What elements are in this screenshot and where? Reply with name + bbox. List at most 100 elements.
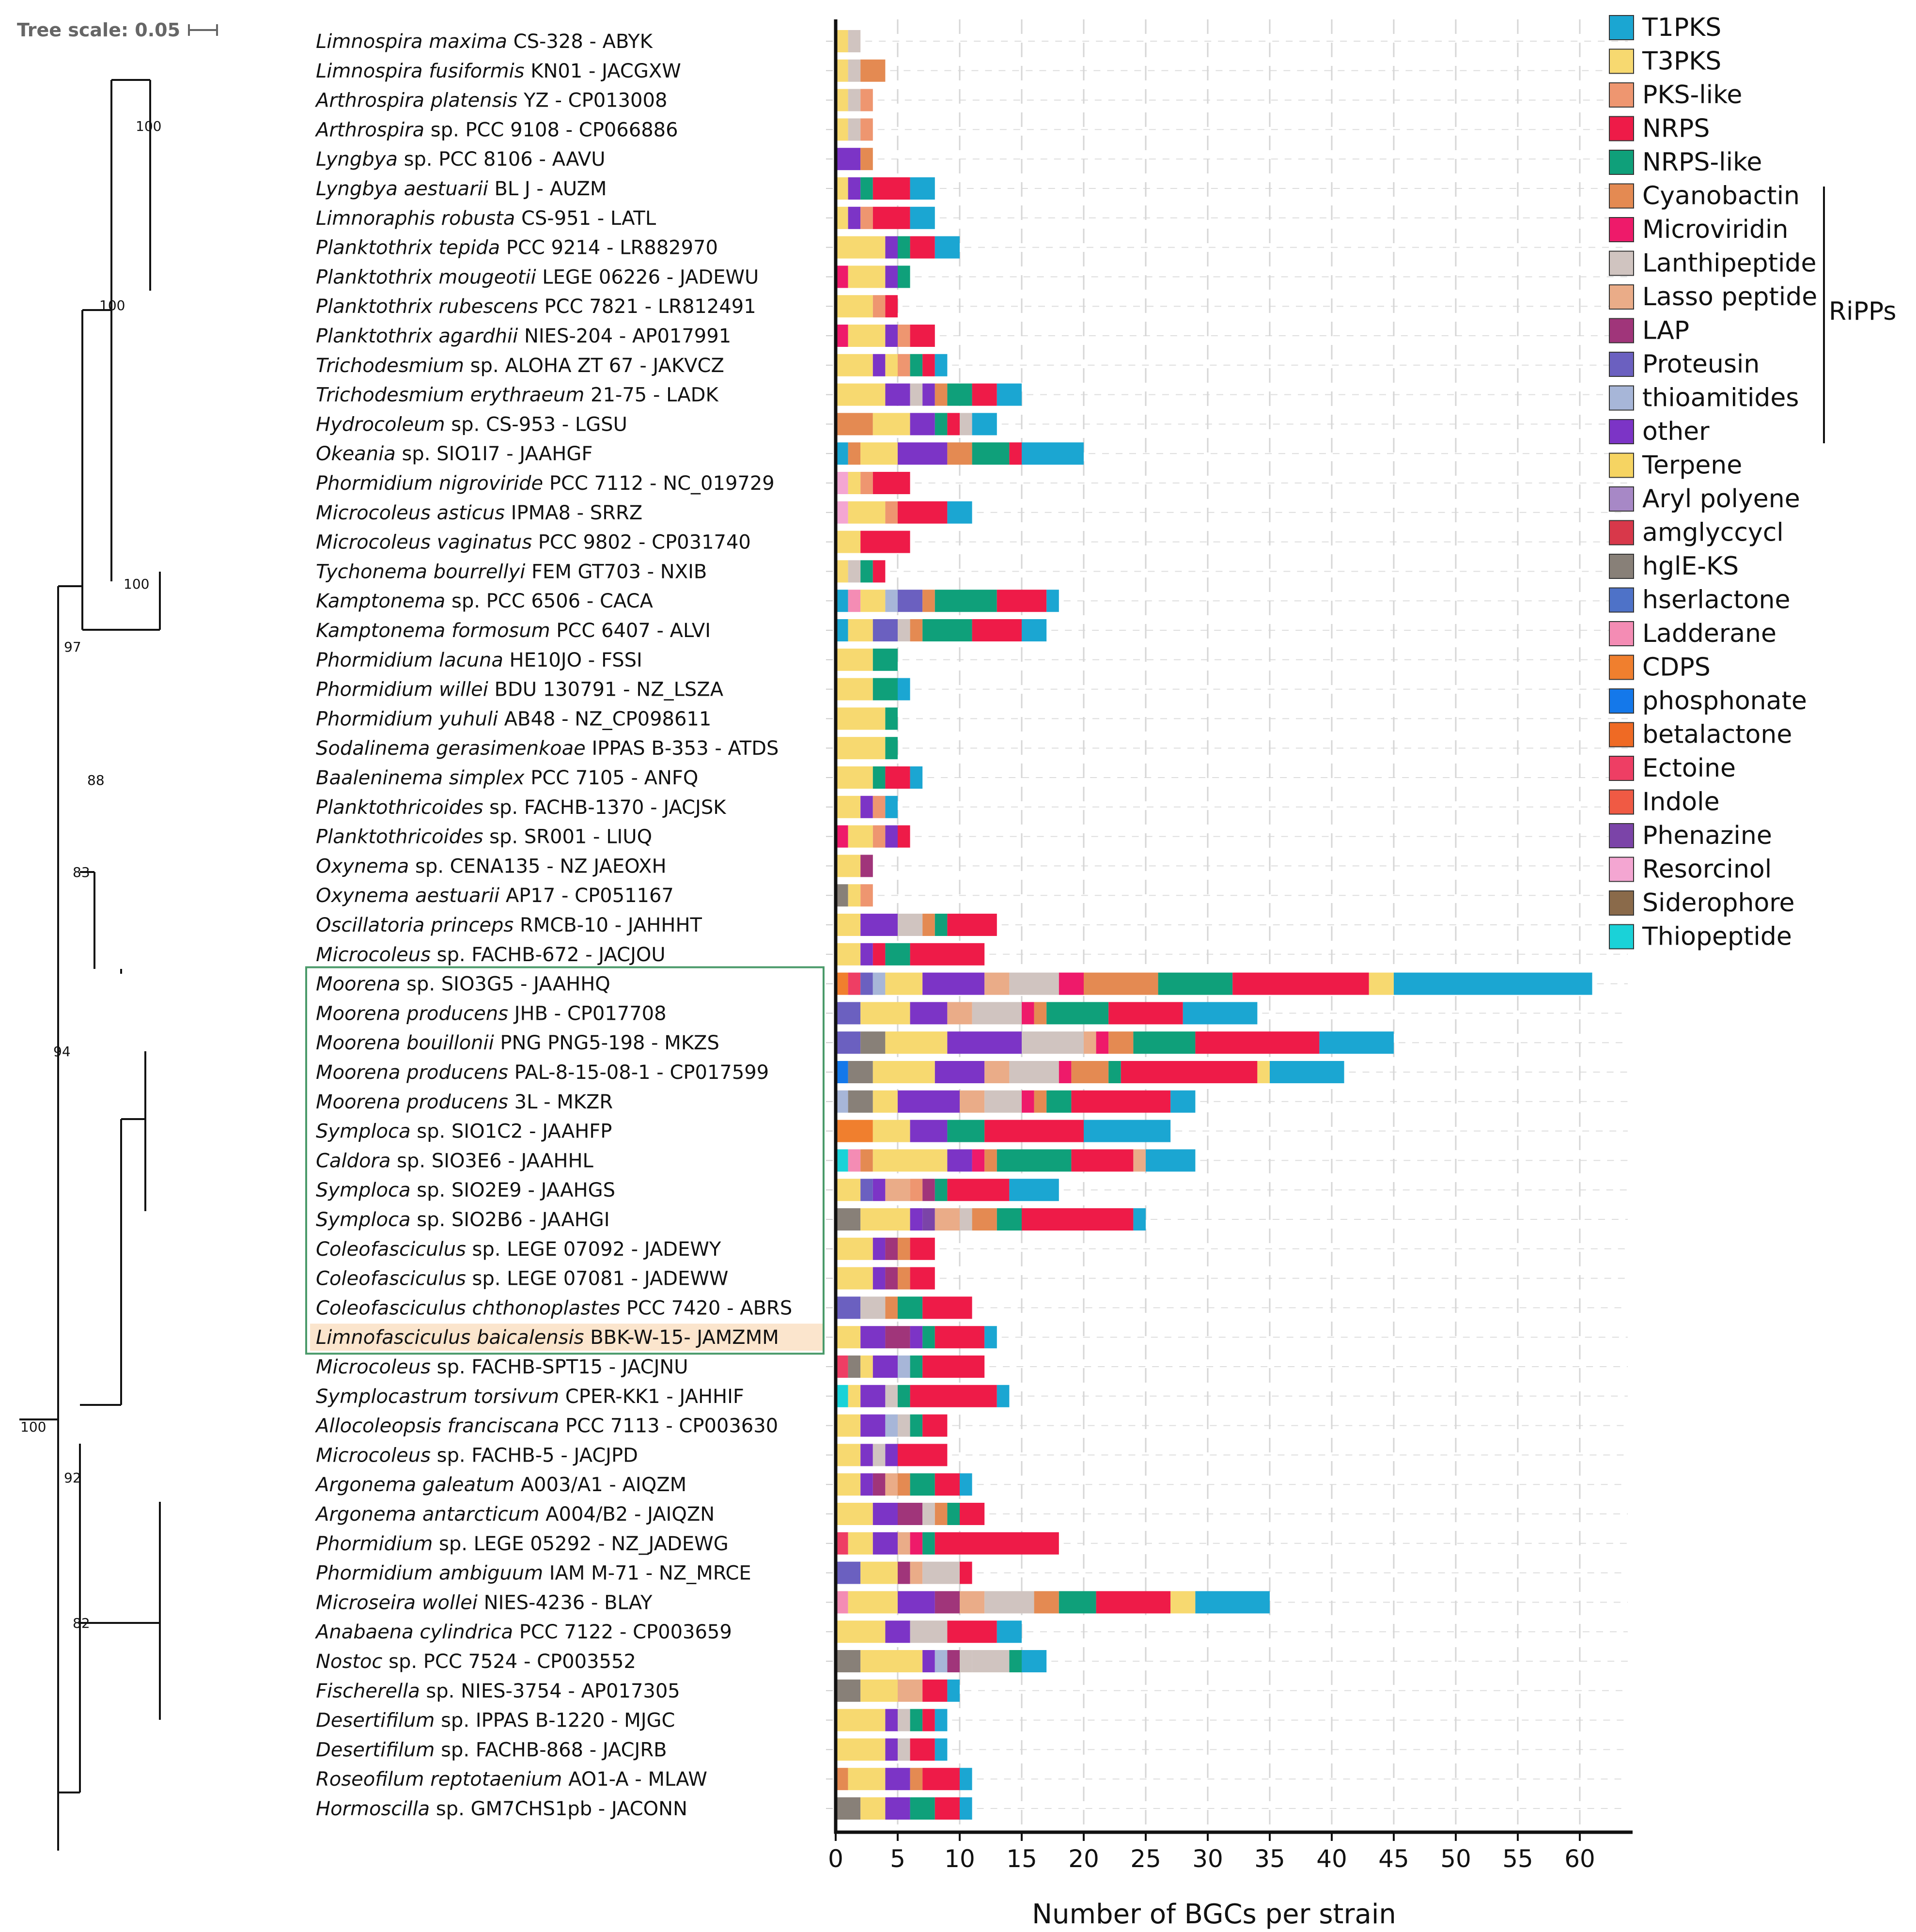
strain-label: Caldora sp. SIO3E6 - JAAHHL [316,1150,594,1172]
legend-swatch [1609,150,1634,175]
bar-segment-t1pks [935,236,960,259]
strain-species: Allocoleopsis franciscana [314,1415,559,1437]
bar-segment-t1pks [984,1326,997,1349]
bar-segment-other [922,972,985,995]
bar-segment-t1pks [836,590,848,612]
bar-segment-lanthipeptide [848,59,861,82]
strain-species: Arthrospira [314,119,424,141]
moorena-clade-box [305,966,825,1355]
strain-species: Planktothrix tepida [316,237,500,259]
bar-segment-lasso-peptide [885,1179,910,1201]
bar-segment-proteusin [836,1031,861,1054]
bar-segment-cyanobactin [848,442,861,465]
strain-label: Microcoleus vaginatus PCC 9802 - CP03174… [316,531,751,554]
bar-segment-nrps [860,530,910,553]
bar-segment-lasso-peptide [984,1061,1010,1083]
bar-segment-microviridin [1022,1002,1034,1025]
bar-segment-other [947,1031,1022,1054]
strain-label: Symplocastrum torsivum CPER-KK1 - JAHHIF [316,1386,744,1408]
bar-segment-lanthipeptide [898,619,910,641]
strain-species: Moorena producens [316,1002,508,1025]
legend-swatch [1609,217,1634,242]
strain-accession: IPPAS B-353 - ATDS [586,737,779,760]
bar-segment-cyanobactin [885,1296,898,1319]
bar-segment-t1pks [1022,1650,1047,1672]
bar-segment-t1pks [1009,1179,1059,1201]
strain-species: Phormidium yuhuli [316,708,498,730]
strain-species: Limnospira fusiformis [316,60,525,82]
bar-segment-t3pks [860,1561,898,1584]
bar-segment-lap [872,1473,886,1496]
strain-label: Phormidium lacuna HE10JO - FSSI [316,649,642,671]
bar-segment-cyanobactin [922,590,935,612]
strain-accession: sp. FACHB-672 - JACJOU [431,944,666,966]
bar-segment-t3pks [872,1120,910,1142]
bar-segment-lanthipeptide [898,1709,910,1731]
bar-segment-nrps-like [898,236,910,259]
bar-segment-lap [898,1503,923,1525]
bar-segment-lanthipeptide [885,1385,898,1407]
bar-segment-other [872,1267,886,1290]
bar-segment-t1pks [997,383,1022,406]
bar-segment-nrps [935,1532,1059,1555]
bar-segment-nrps-like [997,1208,1022,1231]
bar-segment-nrps-like [935,590,997,612]
legend-swatch [1609,183,1634,209]
bar-segment-other [885,383,910,406]
strain-accession: PCC 7821 - LR812491 [538,296,756,318]
bar-segment-nrps [910,236,935,259]
x-tick-label: 15 [1006,1845,1037,1873]
bar-segment-proteusin [872,619,898,641]
bar-segment-nrps [984,1120,1084,1142]
bar-segment-t1pks [972,413,997,436]
strain-species: Kamptonema [316,590,445,612]
strain-label: Symploca sp. SIO2B6 - JAAHGI [316,1209,610,1231]
bar-segment-lap [885,1326,910,1349]
legend-label: hserlactone [1642,586,1790,615]
strain-species: Phormidium [316,1533,433,1555]
bar-segment-lap [885,1237,898,1260]
bar-segment-other [885,825,898,848]
strain-species: Phormidium nigroviride [316,472,543,495]
strain-label: Planktothrix rubescens PCC 7821 - LR8124… [316,296,756,318]
strain-accession: NIES-4236 - BLAY [478,1591,653,1614]
x-tick-label: 20 [1068,1845,1099,1873]
strain-label: Planktothricoides sp. FACHB-1370 - JACJS… [316,796,727,819]
legend-swatch [1609,688,1634,714]
strain-species: Tychonema bourrellyi [316,561,525,583]
legend-label: Lanthipeptide [1642,249,1816,278]
bar-segment-nrps-like [972,442,1010,465]
legend-swatch [1609,15,1634,40]
strain-label: Kamptonema sp. PCC 6506 - CACA [316,590,654,612]
bar-segment-nrps [1121,1061,1258,1083]
bar-segment-other [910,1120,948,1142]
bar-segment-cyanobactin [860,59,886,82]
bar-segment-t3pks [860,1797,886,1820]
bar-segment-t1pks [898,678,910,701]
bar-segment-cyanobactin [935,383,948,406]
bar-segment-t3pks [872,1061,935,1083]
bar-segment-lanthipeptide [972,1650,1010,1672]
bar-segment-other [885,325,898,347]
bar-segment-other [872,354,886,376]
bar-segment-lasso-peptide [960,1591,985,1614]
bar-segment-lanthipeptide [860,1296,886,1319]
bar-segment-cyanobactin [860,148,873,171]
x-tick-labels: 0 5 10 15 20 25 30 35 40 45 50 55 60 [828,1845,1595,1873]
bar-segment-t3pks [836,177,848,200]
bar-segment-nrps-like [910,354,923,376]
legend-label: Aryl polyene [1642,484,1800,514]
x-axis-label: Number of BGCs per strain [1032,1899,1396,1930]
strain-accession: sp. LEGE 05292 - NZ_JADEWG [433,1533,728,1555]
bar-segment-t3pks [860,1679,898,1702]
bar-segment-cyanobactin [860,1149,873,1172]
strain-label: Nostoc sp. PCC 7524 - CP003552 [316,1651,636,1673]
bar-segment-nrps-like [947,383,972,406]
legend-label: phosphonate [1642,686,1807,716]
strain-accession: A004/B2 - JAIQZN [539,1503,715,1526]
bar-segment-t3pks [848,265,886,288]
bar-segment-proteusin [836,1002,861,1025]
bar-segment-nrps-like [1046,1002,1109,1025]
legend-label: other [1642,417,1710,446]
strain-label: Phormidium willei BDU 130791 - NZ_LSZA [316,679,724,701]
